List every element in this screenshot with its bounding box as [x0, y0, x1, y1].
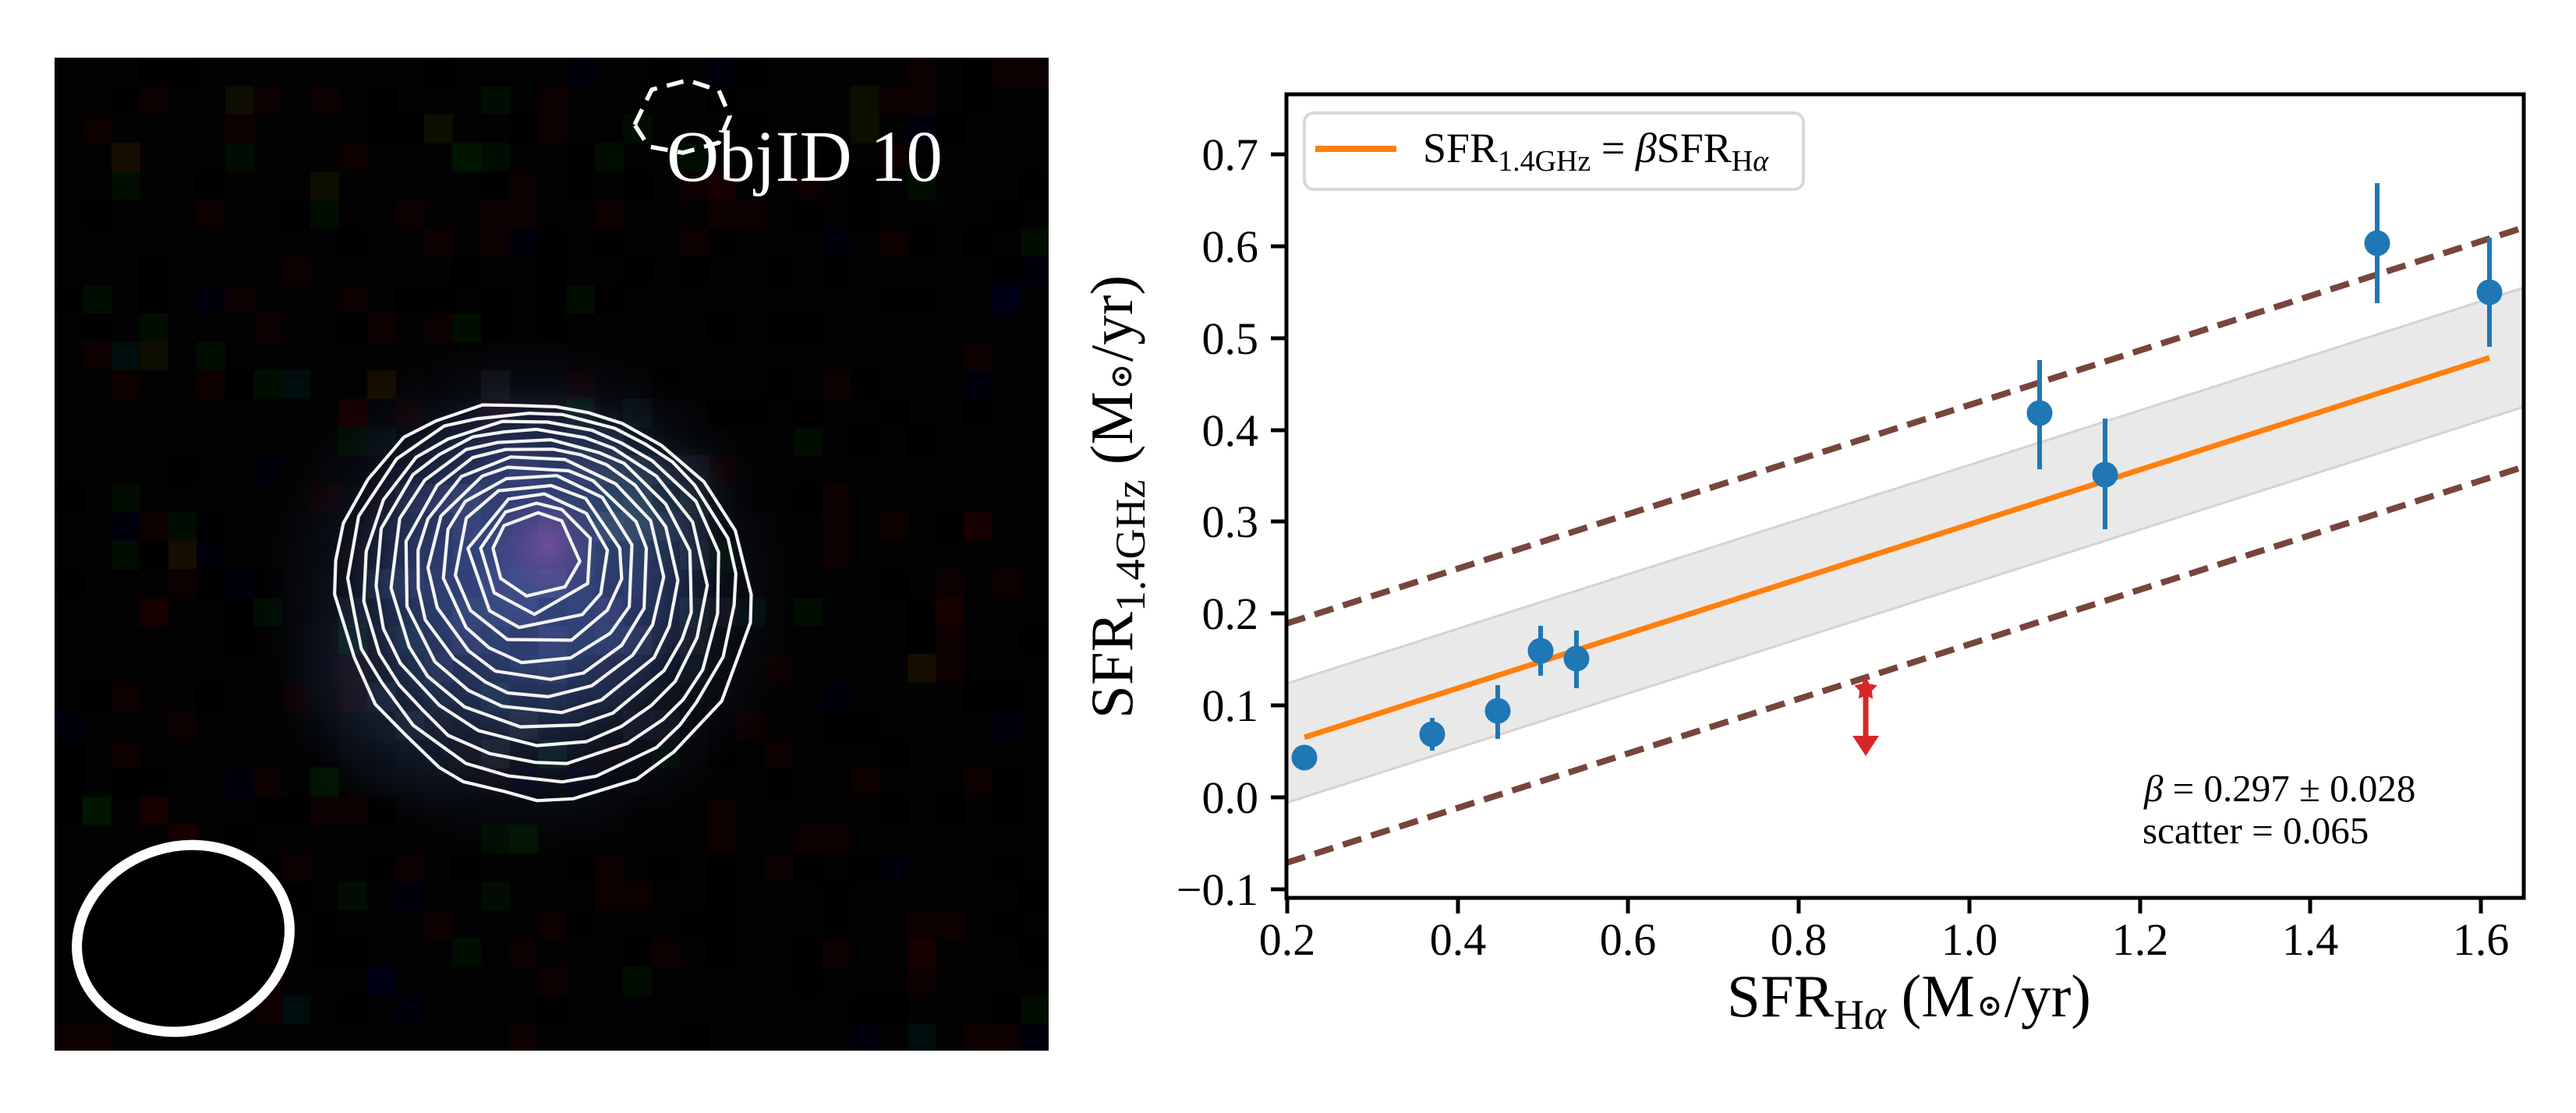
svg-text:SFR1.4GHz = βSFRHα: SFR1.4GHz = βSFRHα: [1423, 125, 1769, 178]
svg-text:0.6: 0.6: [1600, 914, 1657, 965]
svg-text:0.2: 0.2: [1202, 588, 1259, 639]
svg-text:1.0: 1.0: [1941, 914, 1998, 965]
svg-text:ObjID 10: ObjID 10: [667, 117, 943, 197]
svg-text:β = 0.297 ± 0.028: β = 0.297 ± 0.028: [2143, 767, 2415, 810]
svg-text:0.5: 0.5: [1202, 313, 1259, 364]
svg-text:1.2: 1.2: [2112, 914, 2169, 965]
svg-text:0.6: 0.6: [1202, 221, 1259, 272]
svg-text:0.3: 0.3: [1202, 496, 1259, 547]
svg-text:0.8: 0.8: [1771, 914, 1828, 965]
svg-text:0.4: 0.4: [1430, 914, 1487, 965]
svg-text:0.0: 0.0: [1202, 772, 1259, 823]
svg-text:1.6: 1.6: [2453, 914, 2510, 965]
svg-text:0.4: 0.4: [1202, 405, 1259, 456]
svg-text:SFRHα (M/yr): SFRHα (M/yr): [1727, 963, 2091, 1038]
svg-text:−0.1: −0.1: [1177, 864, 1258, 915]
svg-text:1.4: 1.4: [2282, 914, 2339, 965]
svg-text:0.7: 0.7: [1202, 129, 1259, 180]
svg-text:0.2: 0.2: [1259, 914, 1316, 965]
svg-text:0.1: 0.1: [1202, 680, 1259, 731]
svg-text:scatter = 0.065: scatter = 0.065: [2143, 809, 2369, 852]
